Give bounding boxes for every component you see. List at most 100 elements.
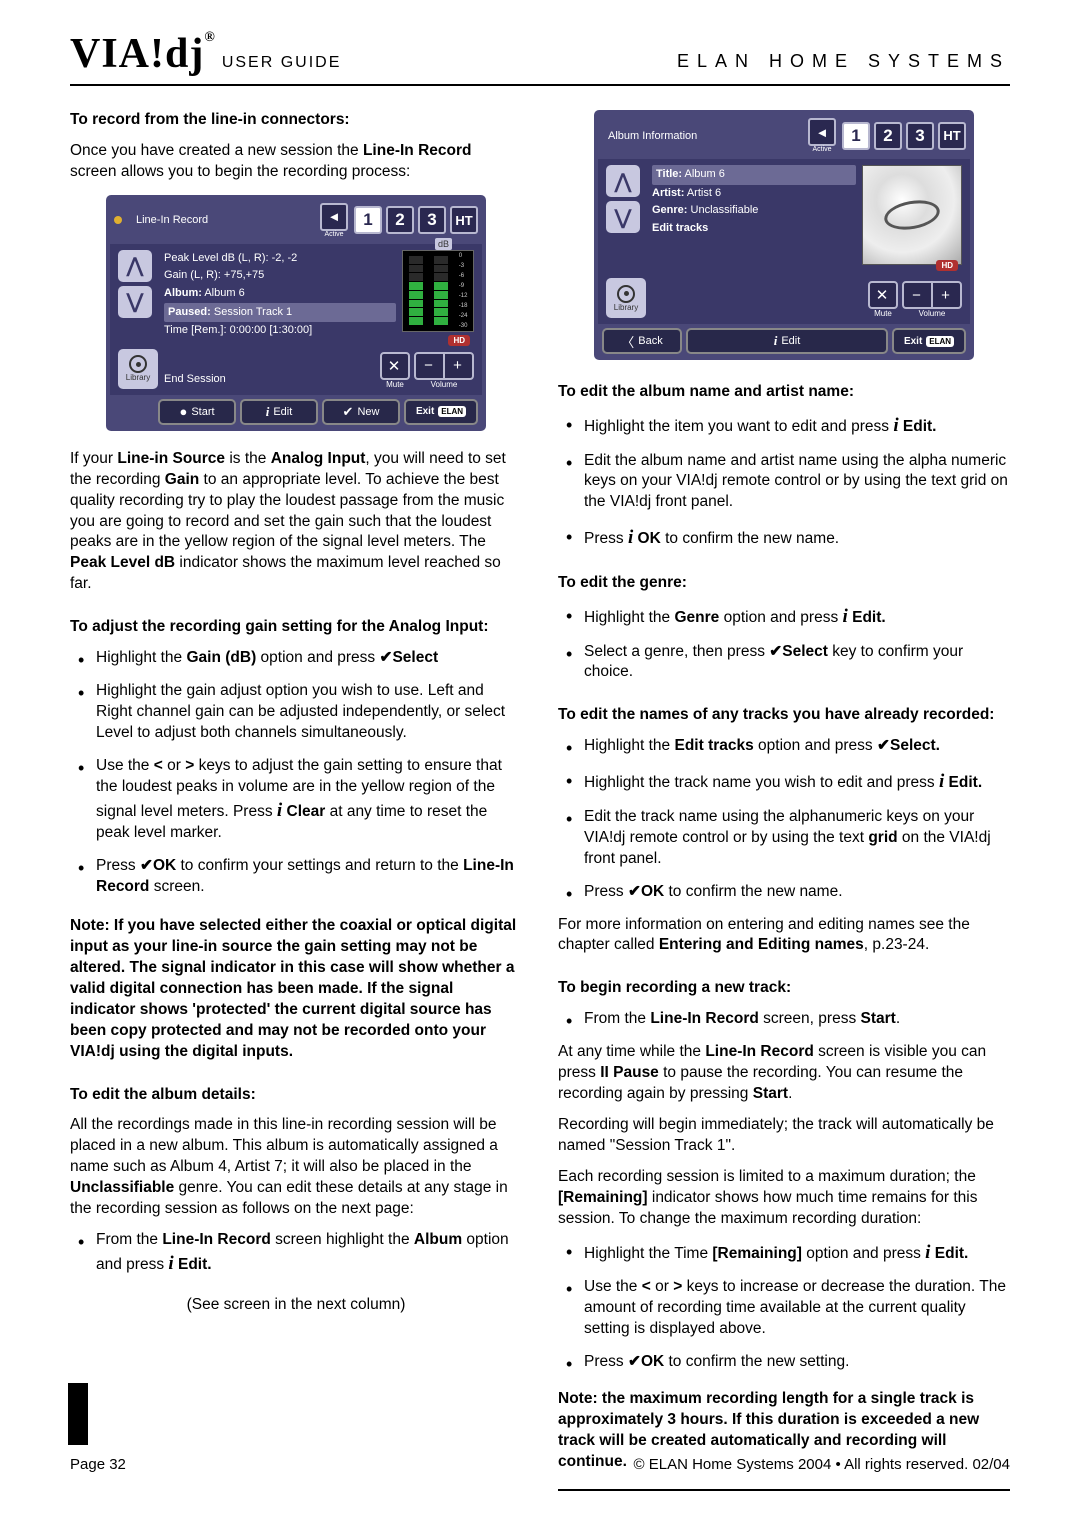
x-icon: ✕ (876, 286, 889, 304)
check-icon (379, 649, 392, 666)
more-info-paragraph: For more information on entering and edi… (558, 915, 1010, 957)
zone-3-button[interactable]: 3 (906, 122, 934, 150)
new-button[interactable]: ✔New (322, 399, 400, 425)
check-icon (628, 1353, 641, 1370)
edit-button[interactable]: iEdit (686, 328, 888, 354)
page-number: Page 32 (70, 1456, 126, 1473)
speaker-icon[interactable] (808, 118, 836, 146)
time-row: Time [Rem.]: 0:00:00 [1:30:00] (164, 322, 396, 340)
edit-genre-heading: To edit the genre: (558, 573, 1010, 594)
vol-down-button[interactable]: − (414, 352, 444, 380)
edit-album-heading: To edit the album details: (70, 1085, 522, 1106)
vol-up-button[interactable]: + (444, 352, 474, 380)
db-label: dB (435, 238, 452, 250)
linein-record-screenshot: Line-In Record Active 1 2 3 HT ⋀ ⋁ (106, 195, 486, 431)
product-logo: VIA!dj® (70, 30, 216, 78)
check-icon (628, 883, 641, 900)
analog-input-paragraph: If your Line-in Source is the Analog Inp… (70, 449, 522, 595)
paused-row[interactable]: Paused: Session Track 1 (164, 303, 396, 323)
info-icon: i (774, 333, 778, 349)
user-guide-label: USER GUIDE (222, 54, 342, 78)
check-icon (140, 857, 153, 874)
page-footer: Page 32 © ELAN Home Systems 2004 • All r… (70, 1456, 1010, 1473)
begin-recording-heading: To begin recording a new track: (558, 978, 1010, 999)
begin-bullet-1: From the Line-In Record screen, press St… (584, 1009, 1010, 1030)
zone-2-button[interactable]: 2 (874, 122, 902, 150)
mute-button[interactable]: ✕ (380, 352, 410, 380)
zone-1-button[interactable]: 1 (842, 122, 870, 150)
end-session-row[interactable]: End Session (164, 367, 374, 389)
plus-icon: + (941, 287, 950, 304)
plus-icon: + (453, 357, 462, 374)
check-icon (769, 643, 782, 660)
down-arrow-button[interactable]: ⋁ (118, 286, 152, 318)
screen-title: Line-In Record (130, 214, 316, 226)
back-icon: 〈 (621, 332, 634, 351)
album-info-screenshot: Album Information Active 1 2 3 HT ⋀ ⋁ (594, 110, 974, 360)
elan-logo-icon: ELAN (926, 336, 954, 347)
gain-bullet-3: Use the < or > keys to adjust the gain s… (96, 756, 522, 844)
status-led-icon (114, 216, 122, 224)
page-header: VIA!dj® USER GUIDE ELAN HOME SYSTEMS (70, 30, 1010, 86)
down-arrow-button[interactable]: ⋁ (606, 201, 640, 233)
hd-badge: HD (936, 260, 958, 271)
meter-scale: 0-3-6-9-12-18-24-30 (459, 252, 468, 330)
zone-1-button[interactable]: 1 (354, 206, 382, 234)
zone-2-button[interactable]: 2 (386, 206, 414, 234)
mute-label: Mute (874, 309, 892, 318)
see-next-column: (See screen in the next column) (70, 1295, 522, 1316)
record-intro: Once you have created a new session the … (70, 141, 522, 183)
active-label: Active (324, 231, 343, 238)
zone-ht-button[interactable]: HT (938, 122, 966, 150)
back-button[interactable]: 〈Back (602, 328, 682, 354)
duration-bullet-1: Highlight the Time [Remaining] option an… (584, 1240, 1010, 1266)
start-button[interactable]: ●Start (158, 399, 236, 425)
check-icon: ✔ (343, 404, 354, 420)
exit-button[interactable]: ExitELAN (404, 399, 478, 425)
zone-ht-button[interactable]: HT (450, 206, 478, 234)
gain-bullet-4: Press OK to confirm your settings and re… (96, 856, 522, 898)
title-row[interactable]: Title: Album 6 (652, 165, 856, 185)
adjust-gain-heading: To adjust the recording gain setting for… (70, 617, 522, 638)
digital-input-note: Note: If you have selected either the co… (70, 916, 522, 1062)
volume-label: Volume (431, 380, 458, 389)
edit-tracks-heading: To edit the names of any tracks you have… (558, 705, 1010, 726)
library-button[interactable]: Library (118, 349, 158, 389)
album-art-placeholder (862, 165, 962, 265)
library-button[interactable]: Library (606, 278, 646, 318)
track-bullet-2: Highlight the track name you wish to edi… (584, 769, 1010, 795)
track-bullet-4: Press OK to confirm the new name. (584, 882, 1010, 903)
volume-label: Volume (919, 309, 946, 318)
minus-icon: − (912, 287, 921, 304)
up-arrow-button[interactable]: ⋀ (606, 165, 640, 197)
vol-up-button[interactable]: + (932, 281, 962, 309)
genre-bullet-2: Select a genre, then press Select key to… (584, 642, 1010, 684)
brand-label: ELAN HOME SYSTEMS (677, 51, 1010, 78)
mute-button[interactable]: ✕ (868, 281, 898, 309)
zone-3-button[interactable]: 3 (418, 206, 446, 234)
record-linein-heading: To record from the line-in connectors: (70, 110, 522, 131)
gain-bullet-1: Highlight the Gain (dB) option and press… (96, 648, 522, 669)
exit-button[interactable]: ExitELAN (892, 328, 966, 354)
vol-down-button[interactable]: − (902, 281, 932, 309)
elan-logo-icon: ELAN (438, 406, 466, 417)
track-bullet-3: Edit the track name using the alphanumer… (584, 807, 1010, 870)
album-row: Album: Album 6 (164, 285, 396, 303)
edit-tracks-row[interactable]: Edit tracks (652, 220, 856, 238)
registered-mark: ® (204, 30, 215, 45)
active-label: Active (812, 146, 831, 153)
page-edge-mark (68, 1383, 88, 1445)
left-column: To record from the line-in connectors: O… (70, 110, 522, 1501)
speaker-icon[interactable] (320, 203, 348, 231)
copyright: © ELAN Home Systems 2004 • All rights re… (634, 1456, 1010, 1473)
max-length-note: Note: the maximum recording length for a… (558, 1389, 1010, 1491)
gain-row: Gain (L, R): +75,+75 (164, 267, 396, 285)
hd-badge: HD (448, 335, 470, 346)
logo-block: VIA!dj® USER GUIDE (70, 30, 341, 78)
screen-title: Album Information (602, 130, 804, 142)
editname-bullet-2: Edit the album name and artist name usin… (584, 451, 1010, 514)
editname-bullet-3: Press i OK to confirm the new name. (584, 525, 1010, 551)
up-arrow-button[interactable]: ⋀ (118, 250, 152, 282)
editname-bullet-1: Highlight the item you want to edit and … (584, 413, 1010, 439)
edit-button[interactable]: iEdit (240, 399, 318, 425)
